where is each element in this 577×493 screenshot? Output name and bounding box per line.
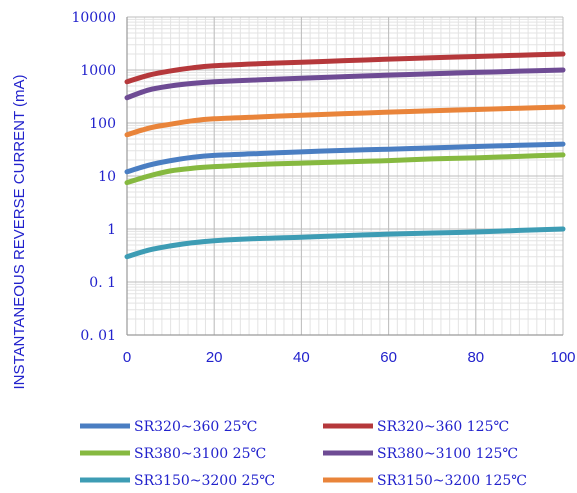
axes xyxy=(126,17,563,336)
legend-label: SR380~3100 125℃ xyxy=(377,446,518,462)
legend: SR320~360 25℃ SR320~360 125℃ SR380~3100 25… xyxy=(80,419,527,489)
x-tick-label: 80 xyxy=(467,349,484,366)
y-axis-label: INSTANTANEOUS REVERSE CURRENT (mA) xyxy=(11,74,28,389)
tick-labels: 10000 1000 100 10 1 0. 1 0. 01 0 20 40 60 80 100 xyxy=(71,10,575,366)
x-tick-label: 20 xyxy=(206,349,223,366)
y-tick-label: 0. 1 xyxy=(89,275,116,291)
y-tick-label: 10 xyxy=(98,169,116,185)
grid xyxy=(126,16,564,336)
y-tick-label: 1000 xyxy=(80,63,116,79)
series-line-4 xyxy=(124,226,566,260)
series-line-3 xyxy=(124,67,566,101)
legend-label: SR320~360 25℃ xyxy=(134,419,257,435)
legend-label: SR380~3100 25℃ xyxy=(134,446,266,462)
legend-label: SR3150~3200 25℃ xyxy=(134,473,275,489)
x-tick-label: 0 xyxy=(123,349,131,366)
series-lines xyxy=(124,51,566,260)
series-line-5 xyxy=(124,104,566,138)
x-tick-label: 60 xyxy=(380,349,397,366)
y-tick-label: 10000 xyxy=(71,10,116,26)
x-tick-label: 100 xyxy=(550,349,575,366)
series-line-1 xyxy=(124,51,566,85)
y-tick-label: 0. 01 xyxy=(80,328,116,344)
x-tick-label: 40 xyxy=(293,349,310,366)
y-tick-label: 1 xyxy=(107,222,116,238)
series-line-0 xyxy=(124,141,566,175)
y-tick-label: 100 xyxy=(89,116,116,132)
legend-label: SR320~360 125℃ xyxy=(377,419,509,435)
series-line-2 xyxy=(124,152,566,186)
legend-label: SR3150~3200 125℃ xyxy=(377,473,527,489)
